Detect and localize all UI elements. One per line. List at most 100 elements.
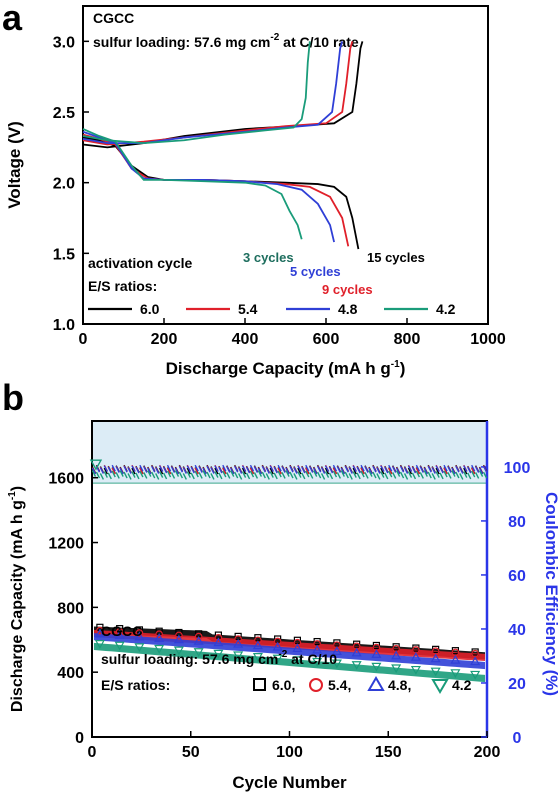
ce-point xyxy=(471,464,476,472)
ce-point xyxy=(360,464,365,472)
ce-point xyxy=(455,465,460,473)
ce-point xyxy=(230,470,235,477)
ce-point xyxy=(431,473,436,480)
y-tick-label: 1200 xyxy=(48,536,84,553)
ce-point xyxy=(241,465,247,472)
ce-point xyxy=(107,466,112,474)
ce-point xyxy=(249,470,255,478)
capacity-marker xyxy=(193,648,204,657)
capacity-series-band xyxy=(93,629,486,662)
ce-point xyxy=(332,467,338,475)
ce-point xyxy=(119,470,124,477)
ce-point xyxy=(174,470,180,477)
capacity-marker xyxy=(252,653,263,662)
ce-point xyxy=(265,467,270,474)
ce-point xyxy=(443,470,448,478)
ce-point xyxy=(411,472,417,480)
capacity-marker xyxy=(470,670,481,680)
capacity-marker xyxy=(312,644,323,654)
ce-point xyxy=(131,471,136,478)
y2-tick-label: 40 xyxy=(508,622,526,639)
ce-point xyxy=(234,471,239,479)
capacity-marker xyxy=(115,627,124,636)
ce-point xyxy=(324,465,330,472)
ce-point xyxy=(162,472,168,480)
ce-point xyxy=(360,470,365,478)
ce-point xyxy=(344,465,349,473)
ce-point xyxy=(123,465,128,473)
ce-point xyxy=(336,466,342,473)
ce-point xyxy=(277,464,282,472)
ce-point xyxy=(478,467,484,475)
capacity-marker xyxy=(94,628,105,638)
capacity-marker xyxy=(252,640,263,650)
ce-point xyxy=(151,471,156,479)
ce-point xyxy=(245,472,251,480)
ce-point xyxy=(178,465,184,473)
ce-point xyxy=(435,471,440,478)
ce-point xyxy=(297,467,302,475)
legend-label: 5.4, xyxy=(328,677,351,693)
ce-point xyxy=(368,470,373,477)
legend-marker xyxy=(367,676,385,691)
x-tick-label: 50 xyxy=(182,744,200,761)
ce-point xyxy=(103,467,108,475)
ce-point xyxy=(380,465,385,472)
series-charge-curve xyxy=(82,41,311,144)
panel-a-chart: 0 200 400 600 800 1000 1.0 1.5 2.0 2.5 3.0 Discharg… xyxy=(5,5,506,378)
ce-point xyxy=(103,471,108,478)
y-axis-title: Voltage (V) xyxy=(5,121,24,209)
ce-point xyxy=(348,467,353,474)
capacity-marker xyxy=(371,649,382,658)
ce-point xyxy=(309,472,314,479)
legend-title: activation cycle xyxy=(88,255,192,271)
ce-point xyxy=(360,467,365,475)
ce-point xyxy=(463,465,468,472)
ce-point xyxy=(281,472,286,479)
legend-label: 4.2 xyxy=(452,677,472,693)
capacity-marker xyxy=(94,640,105,649)
ce-point xyxy=(143,472,148,479)
x-axis-title: Discharge Capacity (mA h g-1) xyxy=(166,359,406,378)
ce-point xyxy=(127,473,132,480)
ce-point xyxy=(407,465,413,472)
legend-marker xyxy=(253,678,266,691)
ce-point xyxy=(111,467,116,475)
ce-point xyxy=(214,467,219,475)
ce-point xyxy=(99,467,105,474)
capacity-marker xyxy=(410,665,421,675)
capacity-marker xyxy=(233,638,244,648)
ce-point xyxy=(316,465,322,473)
ce-point xyxy=(119,467,124,475)
ce-point xyxy=(253,466,259,473)
ce-point xyxy=(182,467,187,474)
ce-point xyxy=(384,472,389,480)
ce-point xyxy=(419,466,424,473)
ce-point xyxy=(459,467,464,474)
ce-point xyxy=(269,467,274,475)
ce-point xyxy=(459,473,464,480)
capacity-marker xyxy=(135,629,144,637)
y2-tick-label: 100 xyxy=(504,460,531,477)
ce-point xyxy=(202,470,207,477)
x-tick-label: 200 xyxy=(151,331,178,348)
capacity-marker xyxy=(450,654,461,664)
ce-point xyxy=(95,471,101,479)
ce-point xyxy=(313,467,318,475)
capacity-marker xyxy=(371,662,382,672)
ce-point xyxy=(281,466,286,473)
capacity-marker xyxy=(430,667,441,677)
capacity-marker xyxy=(193,635,204,645)
capacity-series-band xyxy=(93,642,486,683)
ce-point xyxy=(131,465,136,472)
capacity-marker xyxy=(391,650,402,660)
annotation-loading: sulfur loading: 57.6 mg cm-2 at C/10 rat… xyxy=(93,32,359,50)
ce-point xyxy=(194,467,199,475)
ce-point xyxy=(399,465,405,473)
ce-point xyxy=(166,467,172,475)
ce-point xyxy=(324,471,330,478)
ce-point xyxy=(222,464,227,472)
legend-marker xyxy=(431,679,449,694)
ce-point xyxy=(455,471,460,479)
ce-point xyxy=(388,464,393,472)
